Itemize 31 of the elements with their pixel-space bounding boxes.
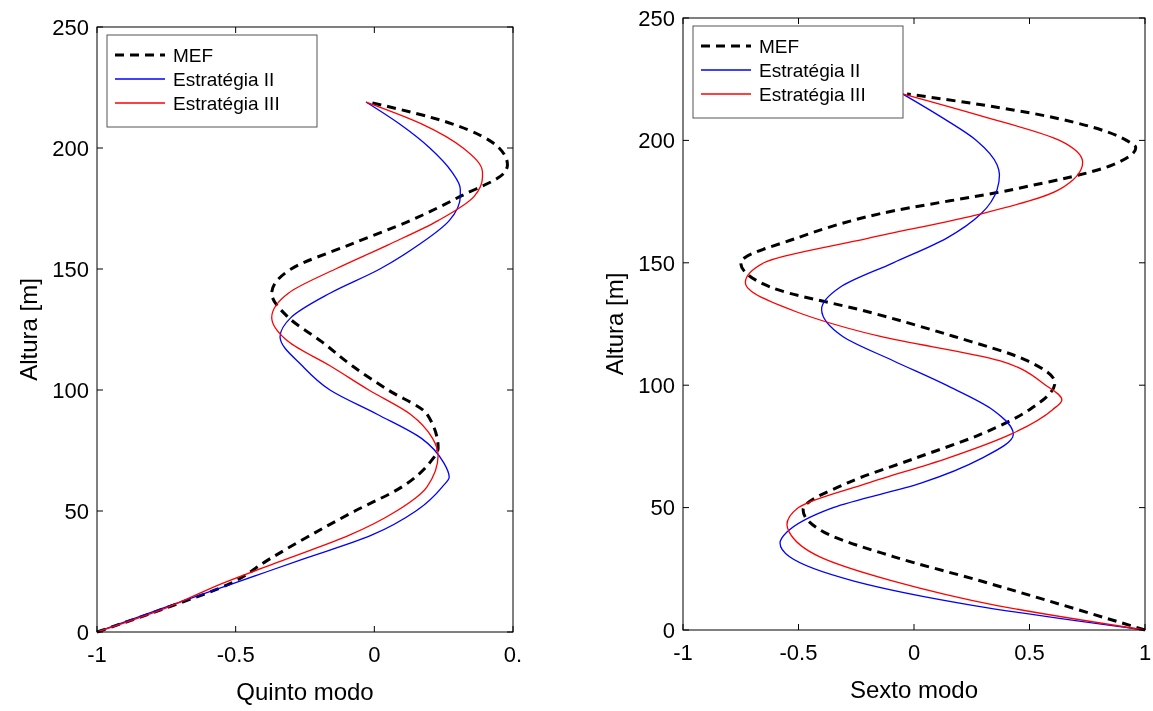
- y-tick-label: 0: [76, 619, 89, 645]
- y-axis-title: Altura [m]: [15, 278, 42, 381]
- y-tick-label: 100: [52, 377, 89, 403]
- x-tick-label: 0: [368, 642, 381, 667]
- x-tick-label: 0.: [503, 642, 523, 667]
- x-tick-label: 0: [907, 640, 921, 665]
- legend-label: Estratégia III: [173, 92, 280, 114]
- x-tick-label: -1: [673, 640, 693, 665]
- legend-label: MEF: [173, 44, 214, 66]
- x-axis-title: Sexto modo: [849, 676, 979, 703]
- y-tick-label: 200: [52, 135, 89, 161]
- x-tick-label: 1: [1138, 640, 1152, 665]
- y-tick-label: 50: [650, 495, 675, 521]
- y-tick-label: 150: [52, 256, 89, 282]
- x-tick-label: -0.5: [779, 640, 818, 665]
- x-tick-label: -0.5: [216, 642, 255, 667]
- y-tick-label: 200: [638, 128, 675, 154]
- legend-label: Estratégia II: [759, 59, 861, 81]
- y-tick-label: 0: [662, 617, 675, 643]
- y-tick-label: 150: [638, 250, 675, 276]
- legend-label: Estratégia III: [759, 83, 866, 105]
- legend-label: Estratégia II: [173, 68, 275, 90]
- x-tick-label: -1: [87, 642, 107, 667]
- x-tick-label: 0.5: [1014, 640, 1045, 665]
- y-tick-label: 100: [638, 372, 675, 398]
- y-tick-label: 250: [638, 5, 675, 31]
- y-axis-title: Altura [m]: [601, 272, 628, 376]
- y-tick-label: 50: [64, 498, 89, 524]
- y-tick-label: 250: [52, 14, 89, 40]
- legend-label: MEF: [759, 35, 800, 57]
- x-axis-title: Quinto modo: [236, 678, 374, 705]
